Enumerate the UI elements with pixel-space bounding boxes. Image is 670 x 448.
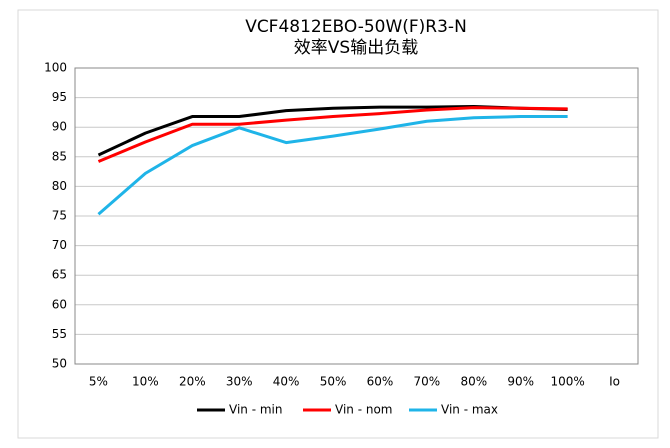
y-tick-label: 70: [52, 238, 67, 252]
legend-label: Vin - min: [229, 403, 282, 417]
y-tick-label: 50: [52, 357, 67, 371]
x-tick-label: 50%: [320, 375, 347, 389]
x-tick-label: 5%: [89, 375, 108, 389]
y-tick-label: 95: [52, 90, 67, 104]
y-tick-label: 75: [52, 209, 67, 223]
x-axis-label: Io: [609, 375, 620, 389]
x-tick-label: 20%: [179, 375, 206, 389]
x-tick-label: 10%: [132, 375, 159, 389]
chart-title: VCF4812EBO-50W(F)R3-N: [245, 17, 467, 37]
y-tick-label: 60: [52, 297, 67, 311]
x-tick-label: 70%: [414, 375, 441, 389]
y-tick-label: 65: [52, 268, 67, 282]
x-tick-label: 30%: [226, 375, 253, 389]
x-tick-label: 60%: [367, 375, 394, 389]
y-tick-label: 80: [52, 179, 67, 193]
series-line: [97, 115, 568, 216]
chart-subtitle: 效率VS输出负载: [294, 38, 418, 58]
series-line: [97, 106, 568, 163]
y-tick-label: 55: [52, 327, 67, 341]
legend-label: Vin - nom: [335, 403, 392, 417]
x-tick-label: 100%: [550, 375, 584, 389]
y-tick-label: 100: [44, 61, 67, 75]
x-tick-label: 90%: [507, 375, 534, 389]
x-tick-label: 80%: [460, 375, 487, 389]
chart-frame: [17, 9, 659, 439]
y-tick-label: 85: [52, 149, 67, 163]
x-tick-label: 40%: [273, 375, 300, 389]
plot-border: [74, 67, 639, 365]
y-tick-label: 90: [52, 120, 67, 134]
legend-label: Vin - max: [441, 403, 498, 417]
